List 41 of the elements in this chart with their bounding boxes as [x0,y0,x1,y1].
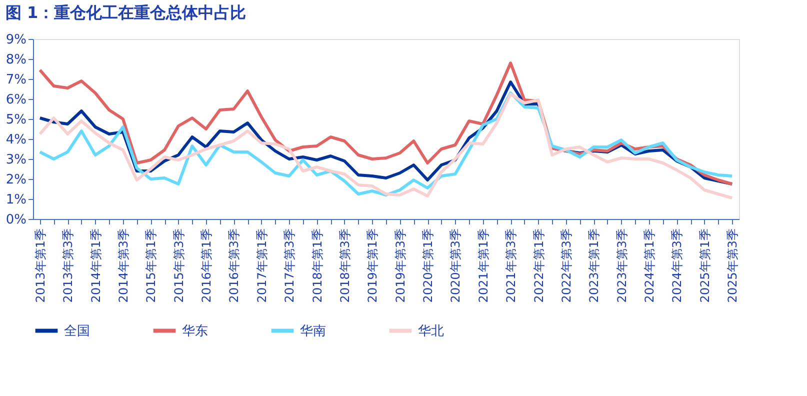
y-tick-label: 3% [6,152,26,168]
y-tick-label: 0% [6,212,26,228]
legend-label: 华东 [182,324,208,339]
x-tick-label: 2014年第1季 [88,228,103,303]
y-tick-label: 7% [6,72,26,88]
x-tick-label: 2018年第3季 [338,228,352,303]
x-tick-label: 2017年第1季 [254,228,269,303]
x-tick-label: 2015年第3季 [172,228,186,303]
y-tick-label: 2% [6,172,26,188]
x-tick-label: 2023年第3季 [614,228,629,303]
y-tick-label: 1% [6,192,26,208]
x-tick-label: 2014年第3季 [116,228,130,303]
x-tick-label: 2020年第1季 [421,228,436,303]
y-tick-label: 9% [6,32,26,48]
x-tick-label: 2024年第1季 [642,228,657,303]
y-tick-label: 5% [6,112,26,128]
x-tick-label: 2018年第1季 [310,228,324,303]
x-tick-label: 2019年第1季 [366,228,380,303]
x-tick-label: 2016年第1季 [200,228,214,303]
x-tick-label: 2016年第3季 [227,228,242,303]
x-tick-label: 2023年第1季 [587,228,602,303]
x-tick-label: 2013年第1季 [33,228,48,303]
y-tick-label: 6% [6,92,26,108]
chart-title: 图 1：重仓化工在重仓总体中占比 [5,3,246,22]
x-tick-label: 2021年第1季 [476,228,490,303]
x-tick-label: 2021年第3季 [504,228,518,303]
x-tick-label: 2017年第3季 [282,228,297,303]
x-tick-label: 2025年第1季 [698,228,712,303]
x-tick-label: 2015年第1季 [144,228,158,303]
x-tick-label: 2019年第3季 [393,228,408,303]
legend-label: 华南 [300,324,326,339]
legend-label: 华北 [418,324,444,339]
y-tick-label: 4% [6,132,26,148]
x-tick-label: 2022年第1季 [532,228,546,303]
x-tick-label: 2013年第3季 [61,228,76,303]
x-tick-label: 2025年第3季 [726,228,740,303]
y-tick-label: 8% [6,52,26,68]
x-tick-label: 2020年第3季 [448,228,463,303]
x-tick-label: 2022年第3季 [559,228,574,303]
x-tick-label: 2024年第3季 [670,228,684,303]
legend-label: 全国 [64,324,90,339]
